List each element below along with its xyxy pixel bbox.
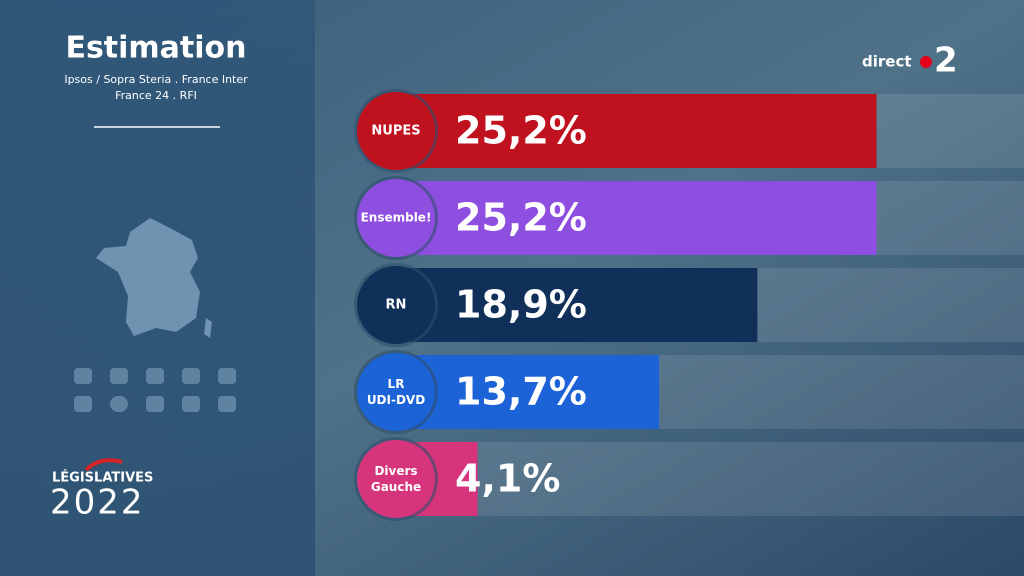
- category-badge: [357, 179, 435, 257]
- channel-number: 2: [934, 41, 958, 81]
- value-label: 18,9%: [455, 283, 587, 327]
- category-badge: [357, 440, 435, 518]
- bar-track: [400, 442, 1024, 516]
- bar: [400, 355, 660, 429]
- category-label: LR UDI-DVD: [367, 377, 425, 407]
- bar: [400, 181, 877, 255]
- category-label: NUPES: [371, 124, 420, 139]
- value-label: 4,1%: [455, 457, 560, 501]
- title: Estimation: [65, 31, 246, 66]
- value-label: 13,7%: [455, 370, 587, 414]
- overseas-icons: [74, 368, 236, 412]
- category-badge: [357, 353, 435, 431]
- flag-stripe: [84, 458, 123, 472]
- corsica: [204, 318, 212, 338]
- channel-prefix: direct: [862, 53, 912, 71]
- subtitle-line: France 24 . RFI: [115, 89, 197, 102]
- bar: [400, 268, 758, 342]
- category-label: Divers Gauche: [371, 464, 421, 494]
- channel-dot: [920, 56, 932, 68]
- subtitle-line: Ipsos / Sopra Steria . France Inter: [64, 73, 248, 86]
- category-label: RN: [386, 298, 407, 313]
- france-map: [96, 218, 200, 336]
- category-badge: [357, 266, 435, 344]
- value-label: 25,2%: [455, 109, 587, 153]
- election-label: LÉGISLATIVES: [52, 470, 153, 486]
- bar: [400, 94, 877, 168]
- category-label: Ensemble!: [361, 211, 432, 225]
- election-year: 2022: [50, 483, 145, 523]
- value-label: 25,2%: [455, 196, 587, 240]
- category-badge: [357, 92, 435, 170]
